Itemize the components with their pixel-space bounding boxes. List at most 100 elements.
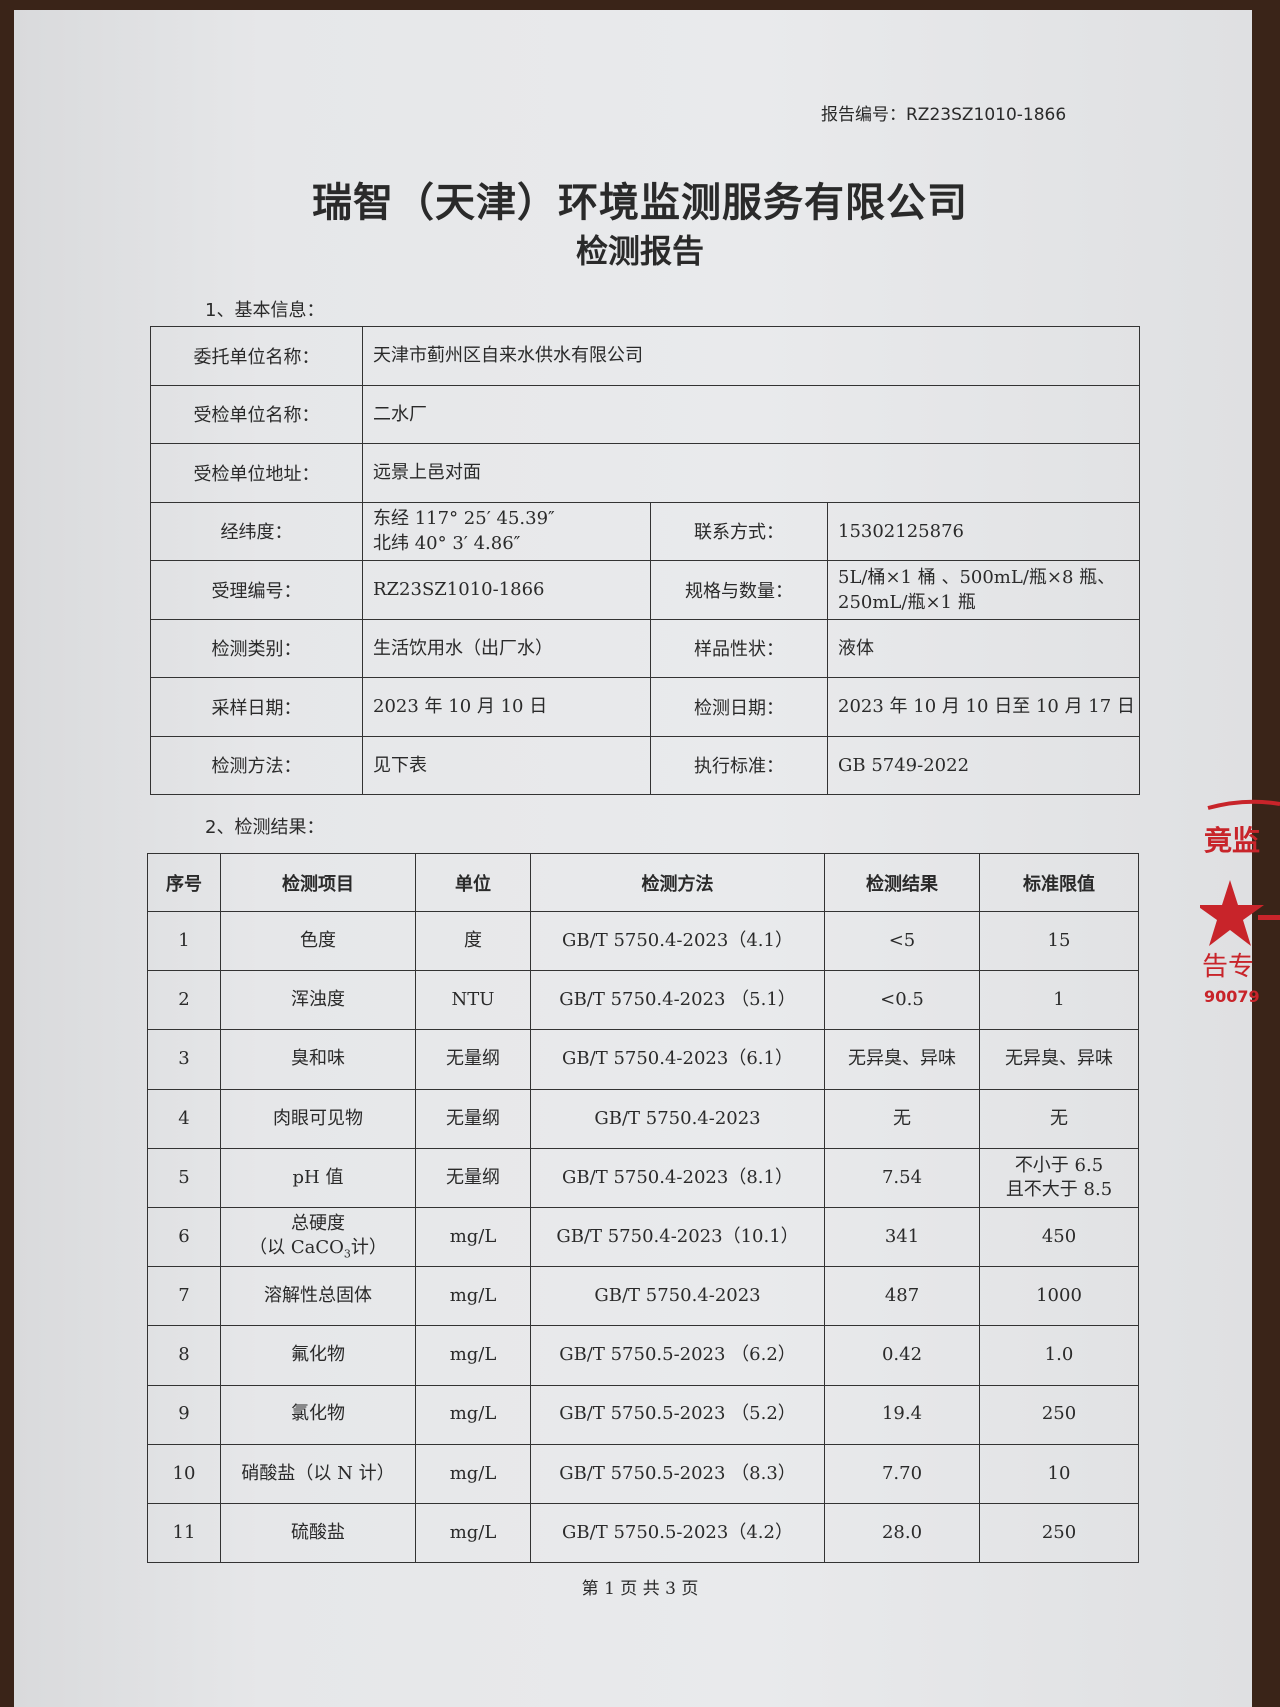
cell-unit: mg/L [415,1443,531,1504]
cell-result: 0.42 [824,1325,980,1386]
svg-text:竟监: 竟监 [1204,824,1260,857]
state-label: 样品性状： [650,618,828,678]
cell-index: 2 [147,970,221,1031]
method-label: 检测方法： [150,735,363,795]
cell-limit: 无 [979,1088,1139,1149]
cell-item: 氟化物 [220,1325,416,1386]
cell-result: 无 [824,1088,980,1149]
cell-unit: mg/L [415,1325,531,1386]
cell-item: 肉眼可见物 [220,1088,416,1149]
cell-limit: 1000 [979,1266,1139,1327]
cell-item: 硝酸盐（以 N 计） [220,1443,416,1504]
cell-limit: 10 [979,1443,1139,1504]
header-col-method: 检测方法 [530,853,825,912]
cell-limit: 无异臭、异味 [979,1029,1139,1090]
cell-method: GB/T 5750.5-2023（4.2） [530,1502,825,1564]
cell-result: <0.5 [824,970,980,1031]
cell-item: 臭和味 [220,1029,416,1090]
cell-index: 8 [147,1325,221,1386]
table-row: 3 臭和味 无量纲 GB/T 5750.4-2023（6.1） 无异臭、异味 无异臭、异味 [147,1029,1139,1090]
cell-unit: mg/L [415,1502,531,1564]
standard-value: GB 5749-2022 [827,735,1140,795]
client-label: 委托单位名称： [150,326,363,386]
cell-unit: mg/L [415,1266,531,1327]
cell-limit: 15 [979,910,1139,972]
spec-line-1: 5L/桶×1 桶 、500mL/瓶×8 瓶、 [838,566,1116,588]
cell-method: GB/T 5750.5-2023 （6.2） [530,1325,825,1386]
cell-unit: 无量纲 [415,1147,531,1208]
limit-line-1: 不小于 6.5 [1014,1154,1104,1176]
company-title: 瑞智（天津）环境监测服务有限公司 [312,180,968,226]
sample-date-value: 2023 年 10 月 10 日 [362,677,651,737]
cell-result: 341 [824,1206,980,1268]
table-row: 6 总硬度 （以 CaCO3计） mg/L GB/T 5750.4-2023（10.1）… [147,1206,1139,1268]
cell-unit: 无量纲 [415,1029,531,1090]
cell-item: 溶解性总固体 [220,1266,416,1327]
address-label: 受检单位地址： [150,443,363,503]
cell-method: GB/T 5750.5-2023 （8.3） [530,1443,825,1504]
svg-text:告专: 告专 [1202,952,1254,982]
cell-unit: mg/L [415,1384,531,1445]
svg-text:90079: 90079 [1204,987,1260,1006]
cell-item: 氯化物 [220,1384,416,1445]
cell-method: GB/T 5750.4-2023 [530,1266,825,1327]
method-value: 见下表 [362,735,651,795]
type-value: 生活饮用水（出厂水） [362,618,651,678]
cell-index: 11 [147,1502,221,1564]
header-col-index: 序号 [147,853,221,912]
spec-value: 5L/桶×1 桶 、500mL/瓶×8 瓶、 250mL/瓶×1 瓶 [827,560,1140,620]
cell-method: GB/T 5750.4-2023（8.1） [530,1147,825,1208]
spec-line-2: 250mL/瓶×1 瓶 [838,591,976,613]
accept-label: 受理编号： [150,560,363,620]
basic-info-table: 委托单位名称： 天津市蓟州区自来水供水有限公司 受检单位名称： 二水厂 受检单位地址… [150,326,1140,795]
seal-graphic: 竟监 告专 90079 [1196,799,1280,1006]
cell-unit: mg/L [415,1206,531,1268]
header-col-limit: 标准限值 [979,853,1139,912]
cell-method: GB/T 5750.5-2023 （5.2） [530,1384,825,1445]
cell-method: GB/T 5750.4-2023 （5.1） [530,970,825,1031]
cell-index: 3 [147,1029,221,1090]
inspected-value: 二水厂 [362,384,1140,444]
test-date-value: 2023 年 10 月 10 日至 10 月 17 日 [827,677,1140,737]
inspected-label: 受检单位名称： [150,384,363,444]
table-row: 9 氯化物 mg/L GB/T 5750.5-2023 （5.2） 19.4 250 [147,1384,1139,1445]
header-col-result: 检测结果 [824,853,980,912]
client-value: 天津市蓟州区自来水供水有限公司 [362,326,1140,386]
contact-label: 联系方式： [650,501,828,561]
cell-index: 1 [147,910,221,972]
cell-result: 7.54 [824,1147,980,1208]
cell-unit: NTU [415,970,531,1031]
cell-index: 7 [147,1266,221,1327]
cell-method: GB/T 5750.4-2023（10.1） [530,1206,825,1268]
cell-method: GB/T 5750.4-2023（6.1） [530,1029,825,1090]
cell-limit: 不小于 6.5 且不大于 8.5 [979,1147,1139,1208]
address-value: 远景上邑对面 [362,443,1140,503]
cell-result: 28.0 [824,1502,980,1564]
report-subtitle: 检测报告 [575,232,704,270]
table-row: 10 硝酸盐（以 N 计） mg/L GB/T 5750.5-2023 （8.3） 7.… [147,1443,1139,1504]
cell-limit: 250 [979,1502,1139,1564]
table-row: 4 肉眼可见物 无量纲 GB/T 5750.4-2023 无无 [147,1088,1139,1149]
table-row: 5 pH 值无量纲 GB/T 5750.4-2023（8.1） 7.54 不小于 6.5… [147,1147,1139,1208]
cell-result: 19.4 [824,1384,980,1445]
state-value: 液体 [827,618,1140,678]
spec-label: 规格与数量： [650,560,828,620]
header-col-unit: 单位 [415,853,531,912]
cell-limit: 1.0 [979,1325,1139,1386]
cell-item: 硫酸盐 [220,1502,416,1564]
official-seal: 竟监 告专 90079 [1196,790,1280,1010]
cell-result: 无异臭、异味 [824,1029,980,1090]
cell-result: <5 [824,910,980,972]
cell-index: 5 [147,1147,221,1208]
page-footer: 第 1 页 共 3 页 [581,1579,699,1599]
cell-result: 7.70 [824,1443,980,1504]
type-label: 检测类别： [150,618,363,678]
report-number: 报告编号：RZ23SZ1010-1866 [821,105,1067,125]
cell-item: 浑浊度 [220,970,416,1031]
cell-unit: 度 [415,910,531,972]
cell-limit: 250 [979,1384,1139,1445]
table-row: 11 硫酸盐 mg/L GB/T 5750.5-2023（4.2） 28.0 250 [147,1502,1139,1564]
cell-index: 6 [147,1206,221,1268]
coords-label: 经纬度： [150,501,363,561]
cell-method: GB/T 5750.4-2023（4.1） [530,910,825,972]
